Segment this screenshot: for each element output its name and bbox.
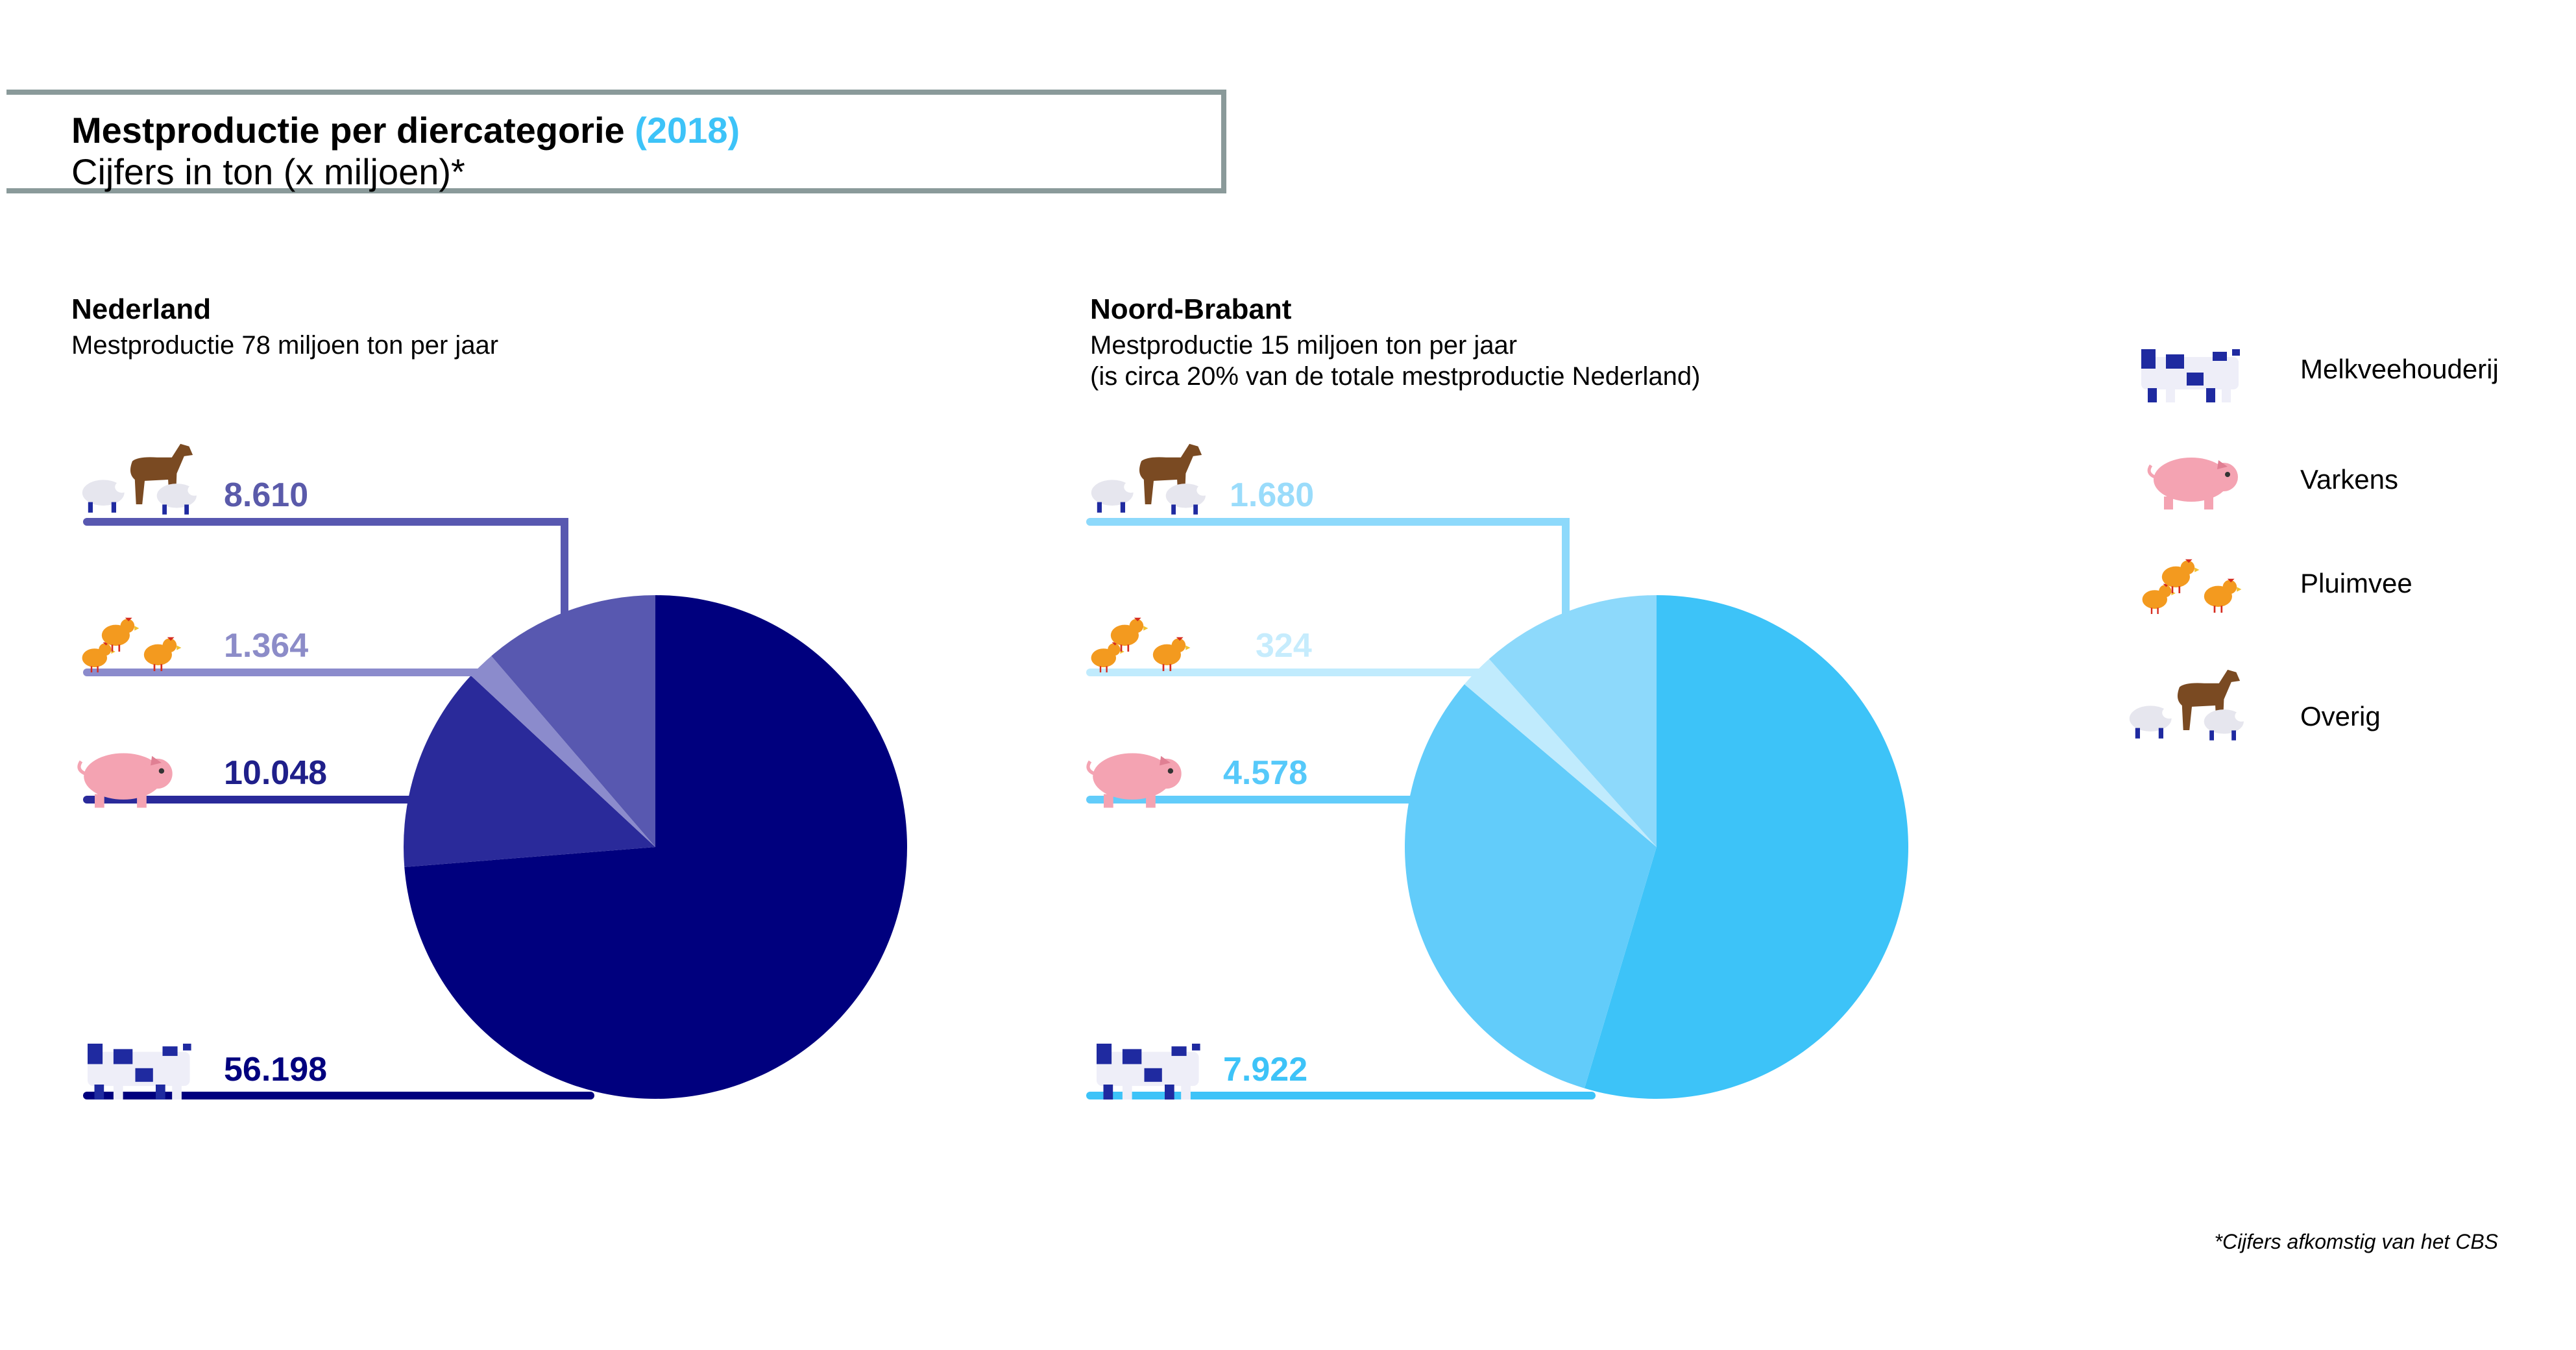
value-label-melkvee-nb: 7.922 (1223, 1051, 1307, 1088)
value-label-melkvee-nl: 56.198 (224, 1051, 327, 1088)
leader-line-overig (1086, 518, 1570, 620)
pie-slice-melkveehouderij (404, 595, 907, 1099)
pie-slice-overig (491, 595, 655, 847)
legend-label-overig: Overig (2300, 701, 2381, 731)
pie-slice-varkens (404, 675, 655, 867)
chart-2-note: (is circa 20% van de totale mestproducti… (1090, 362, 1701, 391)
legend-chicken-icon (2141, 558, 2242, 615)
cow-icon (88, 1044, 191, 1100)
page-subtitle: Cijfers in ton (x miljoen)* (71, 151, 465, 192)
leader-line-overig (83, 518, 568, 620)
pie-chart-noord-brabant (1404, 595, 1908, 1099)
legend-horse-sheep-icon (2129, 669, 2248, 741)
title-text: Mestproductie per diercategorie (71, 110, 625, 151)
chart-2-subtitle: Mestproductie 15 miljoen ton per jaar (1090, 331, 1518, 360)
title-year: (2018) (635, 110, 740, 151)
leader-lines-noord-brabant (1086, 518, 1596, 1099)
horse-sheep-icon (82, 443, 201, 515)
chart-2-title: Noord-Brabant (1090, 293, 1292, 325)
title-box: Mestproductie per diercategorie (2018) C… (6, 90, 1226, 193)
pie-slice-varkens (1404, 684, 1657, 1088)
chart-1-subtitle: Mestproductie 78 miljoen ton per jaar (71, 331, 499, 360)
pie-slice-melkveehouderij (1584, 595, 1908, 1099)
page-title: Mestproductie per diercategorie (2018) (71, 109, 740, 151)
legend-label-pluimvee: Pluimvee (2300, 568, 2412, 598)
horse-sheep-icon (1091, 443, 1210, 515)
legend-pig-icon (2149, 458, 2238, 509)
value-label-pluimvee-nb: 324 (1256, 627, 1312, 665)
pie-slice-pluimvee (1464, 659, 1657, 847)
cow-icon (1097, 1044, 1200, 1100)
value-label-varkens-nl: 10.048 (224, 754, 327, 792)
footnote: *Cijfers afkomstig van het CBS (2214, 1230, 2499, 1253)
pie-chart-nederland (404, 595, 907, 1099)
chicken-icon (81, 617, 182, 674)
chart-1-title: Nederland (71, 293, 212, 325)
value-label-overig-nb: 1.680 (1230, 476, 1314, 514)
pie-slice-pluimvee (470, 656, 655, 847)
value-label-varkens-nb: 4.578 (1223, 754, 1307, 792)
value-label-pluimvee-nl: 1.364 (224, 627, 308, 665)
legend-cow-icon (2141, 349, 2240, 402)
value-label-overig-nl: 8.610 (224, 476, 308, 514)
legend-label-varkens: Varkens (2300, 464, 2398, 495)
pie-slice-overig (1488, 595, 1657, 847)
legend-label-melkveehouderij: Melkveehouderij (2300, 354, 2499, 384)
chicken-icon (1090, 617, 1191, 674)
